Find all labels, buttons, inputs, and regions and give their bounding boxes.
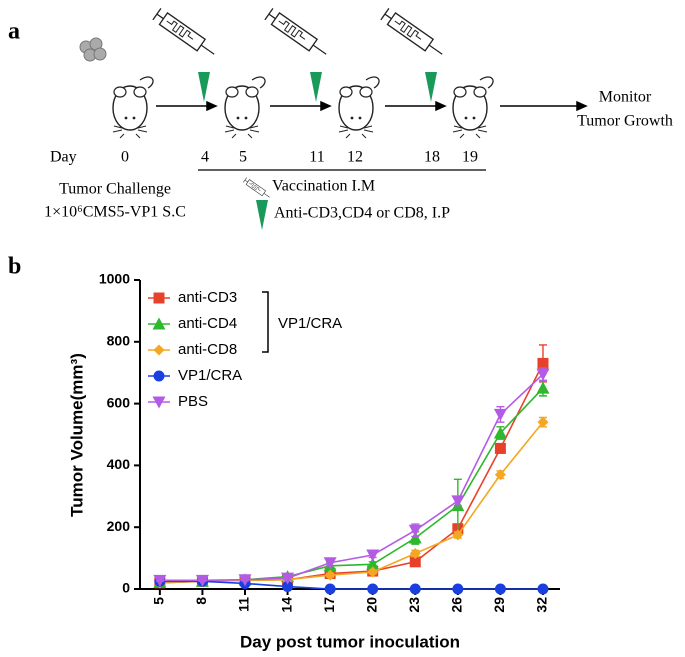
x-axis-label: Day post tumor inoculation: [240, 632, 460, 651]
legend-label: anti-CD3: [178, 289, 237, 306]
data-point: [536, 368, 550, 381]
data-point: [493, 426, 507, 439]
legend-marker: [153, 370, 165, 382]
data-point: [324, 583, 336, 595]
data-point: [282, 581, 294, 593]
challenge-text: 1×10⁶CMS5-VP1 S.C: [44, 204, 186, 221]
data-point: [493, 408, 507, 421]
day: 4: [201, 149, 209, 166]
series-line: [159, 387, 544, 584]
legend-marker: [152, 396, 166, 409]
series-line: [159, 580, 543, 590]
data-point: [238, 574, 252, 587]
data-point: [408, 531, 422, 544]
antibody-icon: [256, 200, 268, 230]
legend-label: anti-CD4: [178, 315, 237, 332]
day: 18: [424, 149, 440, 166]
day: 11: [309, 149, 324, 166]
x-tick-label: 23: [406, 597, 422, 613]
data-point: [409, 583, 421, 595]
syringe-icon: [242, 177, 272, 200]
x-tick-label: 11: [236, 597, 252, 612]
data-point: [408, 524, 422, 537]
data-point: [494, 442, 506, 454]
mouse: [452, 76, 494, 139]
legend-label: VP1/CRA: [178, 367, 242, 384]
x-tick-label: 26: [449, 597, 465, 613]
series-line: [159, 373, 544, 582]
data-point: [494, 583, 506, 595]
legend-group-label: VP1/CRA: [278, 315, 342, 332]
mouse: [338, 76, 380, 139]
x-tick-label: 17: [321, 597, 337, 613]
y-tick-label: 600: [107, 394, 131, 410]
y-tick-label: 400: [107, 456, 131, 472]
monitor-text: Tumor Growth: [577, 113, 673, 130]
day: 19: [462, 149, 478, 166]
data-point: [537, 416, 549, 428]
mouse: [224, 76, 266, 139]
legend-label: anti-CD8: [178, 341, 237, 358]
data-point: [537, 583, 549, 595]
data-point: [367, 583, 379, 595]
data-point: [323, 557, 337, 570]
data-point: [367, 566, 379, 578]
data-point: [536, 381, 550, 394]
data-point: [409, 547, 421, 559]
tumor-cells: [79, 37, 107, 62]
y-tick-label: 800: [107, 333, 131, 349]
y-tick-label: 200: [107, 518, 131, 534]
x-tick-label: 32: [534, 597, 550, 613]
legend-text: Anti-CD3,CD4 or CD8, I.P: [274, 205, 450, 222]
data-point: [366, 557, 380, 570]
antibody-markers: [198, 72, 437, 102]
data-point: [153, 574, 167, 587]
x-tick-label: 20: [363, 597, 379, 613]
syringe: [152, 7, 219, 61]
data-point: [281, 572, 295, 585]
day-label: Day: [50, 149, 77, 166]
x-tick-label: 5: [151, 597, 167, 605]
y-axis-label: Tumor Volume(mm³): [67, 353, 86, 517]
data-point: [366, 549, 380, 562]
series-line: [159, 363, 544, 584]
syringe: [264, 7, 331, 61]
mouse: [112, 76, 154, 139]
legend-text: Vaccination I.M: [272, 178, 375, 195]
panel-label: a: [8, 19, 20, 45]
legend-marker: [153, 292, 165, 304]
panel-label: b: [8, 254, 21, 280]
arrows: [156, 100, 588, 112]
data-point: [451, 495, 465, 508]
x-tick-label: 8: [193, 597, 209, 605]
legend-marker: [152, 317, 166, 330]
data-point: [195, 574, 209, 587]
legend-label: PBS: [178, 393, 208, 410]
day: 5: [239, 149, 247, 166]
monitor-text: Monitor: [599, 89, 652, 106]
data-point: [537, 357, 549, 369]
data-point: [452, 583, 464, 595]
data-point: [324, 569, 336, 581]
day: 12: [347, 149, 363, 166]
legend-marker: [153, 344, 165, 356]
y-tick-label: 0: [122, 580, 130, 596]
syringe: [380, 7, 447, 61]
challenge-text: Tumor Challenge: [59, 181, 171, 198]
legend-bracket: [262, 291, 269, 353]
day: 0: [121, 149, 129, 166]
data-point: [409, 556, 421, 568]
y-tick-label: 1000: [99, 271, 130, 287]
x-tick-label: 29: [491, 597, 507, 613]
data-point: [452, 529, 464, 541]
x-tick-label: 14: [278, 597, 294, 613]
data-point: [494, 469, 506, 481]
